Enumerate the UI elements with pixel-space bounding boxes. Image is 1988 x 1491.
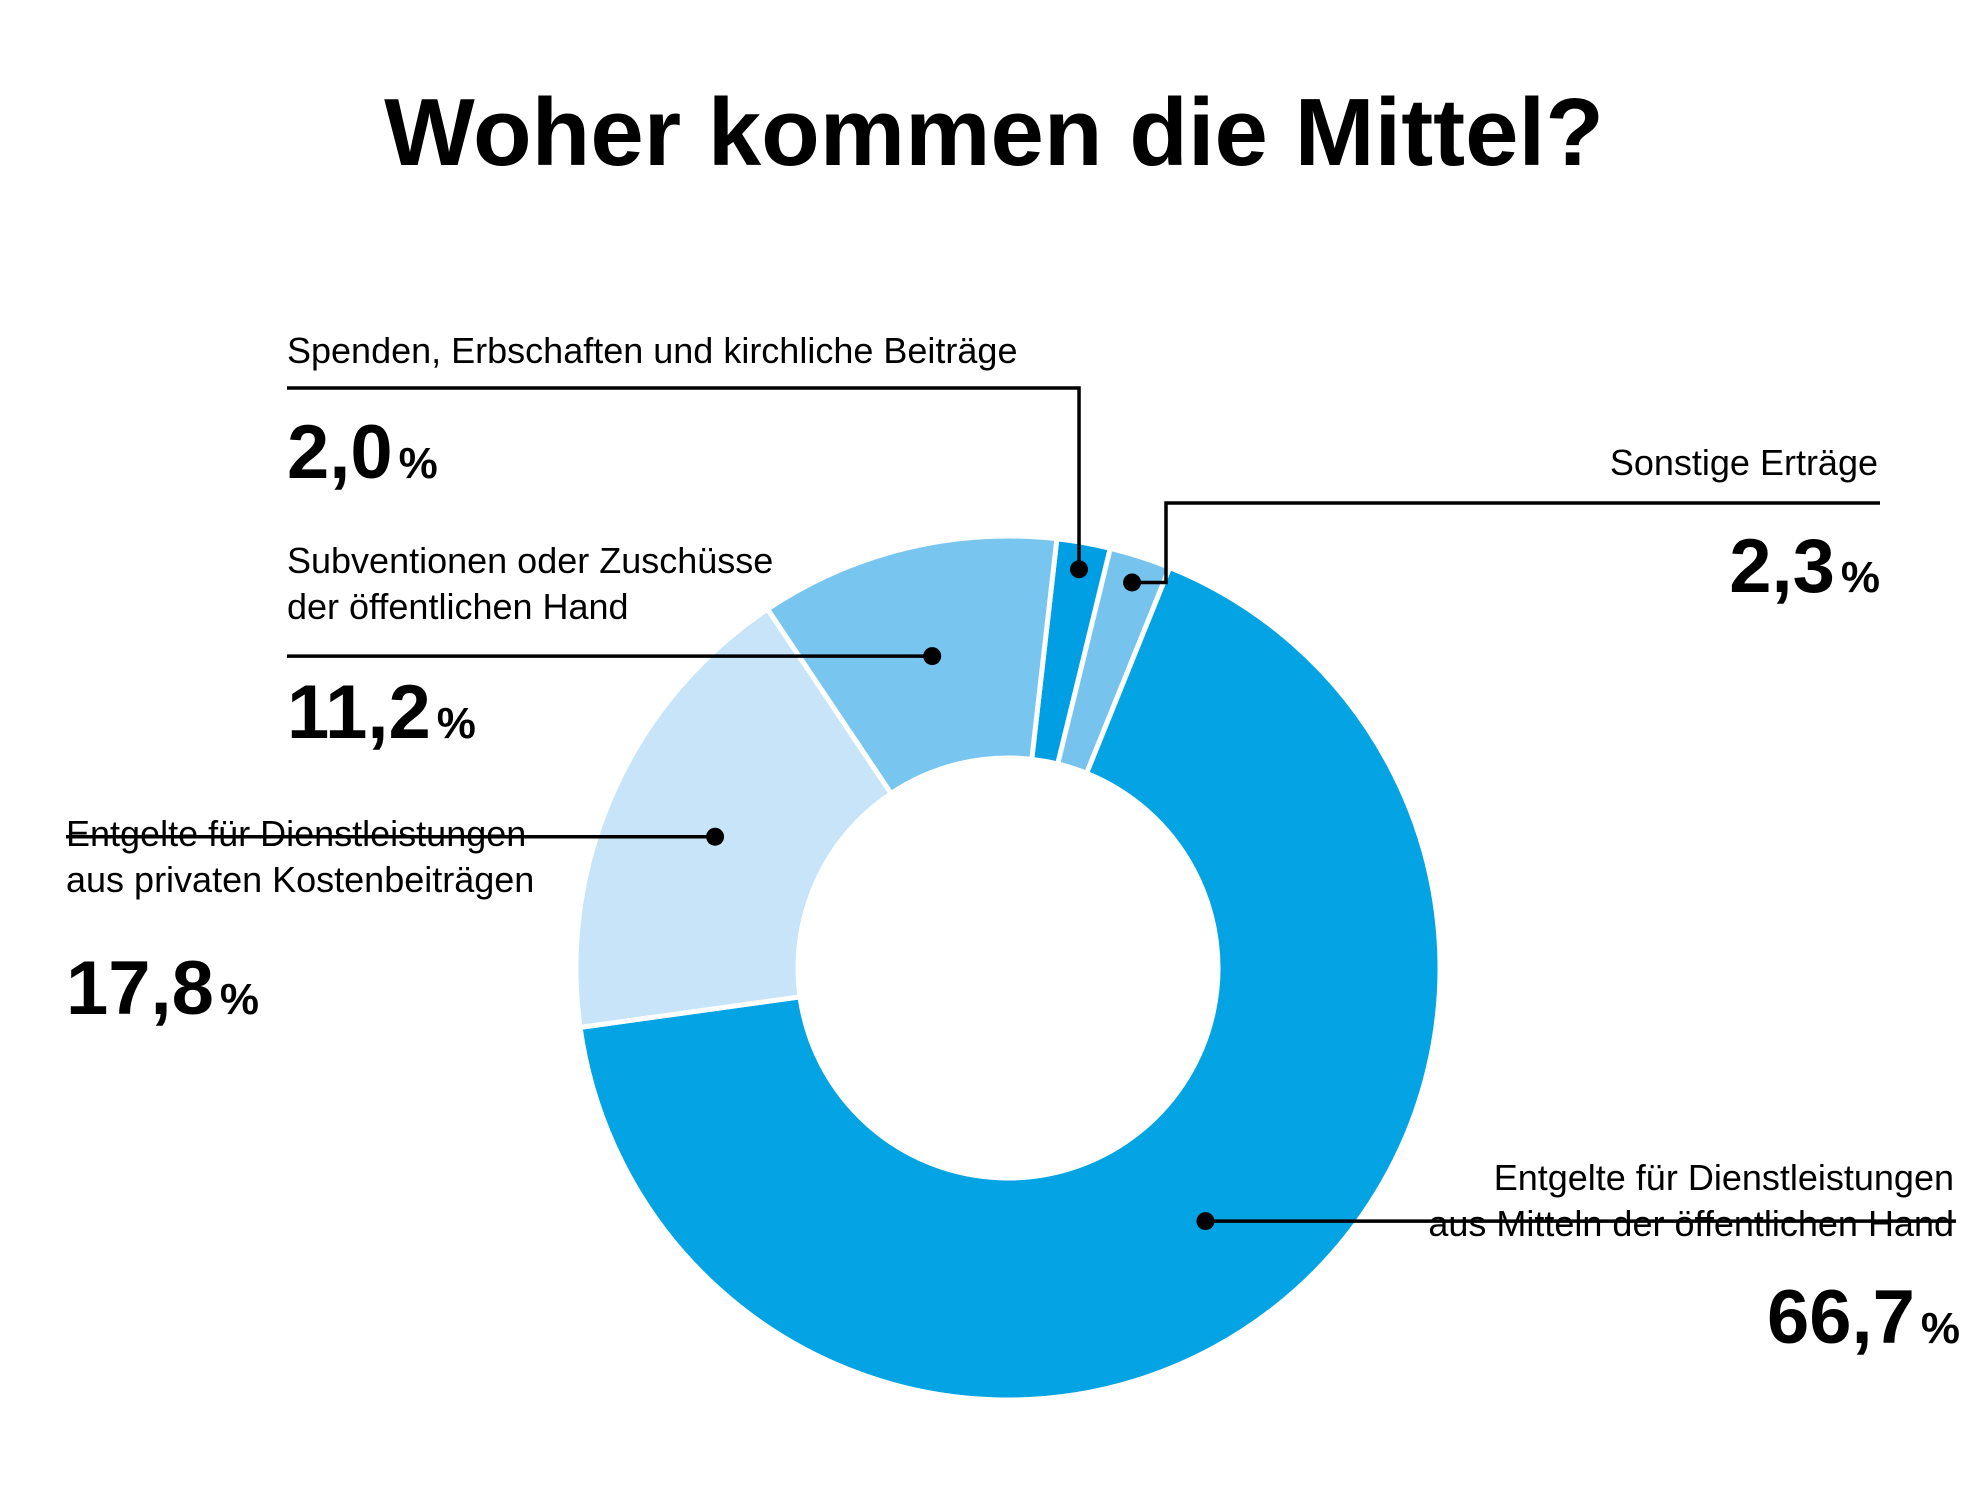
slice-value-unit-4: %: [437, 699, 476, 748]
slice-value-number-3: 17,8: [66, 946, 214, 1031]
slice-value-unit-3: %: [220, 975, 259, 1024]
annotation-3: Entgelte für Dienstleistungen aus private…: [66, 813, 725, 1031]
slice-value-number-1: 2,3: [1729, 524, 1835, 609]
leader-dot-2: [1196, 1212, 1215, 1231]
slice-2: [577, 564, 1443, 1403]
slice-value-4: 11,2%: [287, 670, 476, 755]
slice-label-4-1: der öffentlichen Hand: [287, 586, 629, 627]
leader-dot-0: [1070, 560, 1089, 579]
slice-value-number-0: 2,0: [287, 410, 393, 495]
slice-value-unit-1: %: [1841, 553, 1880, 602]
slices-group: [573, 533, 1443, 1403]
slice-label-3-1: aus privaten Kostenbeiträgen: [66, 859, 534, 900]
slice-label-2-0: Entgelte für Dienstleistungen: [1494, 1157, 1954, 1198]
slice-value-number-2: 66,7: [1767, 1275, 1915, 1360]
slice-4: [764, 533, 1060, 798]
leader-line-0: [287, 386, 1081, 570]
annotation-1: Sonstige Erträge 2,3%: [1123, 442, 1880, 609]
slice-label-2-1: aus Mitteln der öffentlichen Hand: [1428, 1203, 1954, 1244]
slice-value-2: 66,7%: [1767, 1275, 1960, 1360]
slice-label-1-0: Sonstige Erträge: [1610, 442, 1878, 483]
slice-value-0: 2,0%: [287, 410, 438, 495]
slice-value-3: 17,8%: [66, 946, 259, 1031]
leader-line-1: [1132, 501, 1880, 585]
annotation-0: Spenden, Erbschaften und kirchliche Beit…: [287, 330, 1089, 579]
slice-value-unit-0: %: [399, 439, 438, 488]
chart-title: Woher kommen die Mittel?: [384, 79, 1604, 186]
annotations-group: Spenden, Erbschaften und kirchliche Beit…: [66, 330, 1960, 1360]
slice-label-3-0: Entgelte für Dienstleistungen: [66, 813, 526, 854]
leader-dot-1: [1123, 573, 1142, 592]
slice-label-4-0: Subventionen oder Zuschüsse: [287, 540, 773, 581]
slice-label-0-0: Spenden, Erbschaften und kirchliche Beit…: [287, 330, 1017, 371]
slice-3: [573, 605, 895, 1031]
annotation-4: Subventionen oder Zuschüsse der öffentlic…: [287, 540, 942, 755]
leader-dot-4: [923, 647, 942, 666]
slice-value-number-4: 11,2: [287, 670, 431, 755]
leader-dot-3: [706, 827, 725, 846]
slice-value-unit-2: %: [1921, 1304, 1960, 1353]
slice-value-1: 2,3%: [1729, 524, 1880, 609]
annotation-2: Entgelte für Dienstleistungen aus Mitteln…: [1196, 1157, 1960, 1360]
